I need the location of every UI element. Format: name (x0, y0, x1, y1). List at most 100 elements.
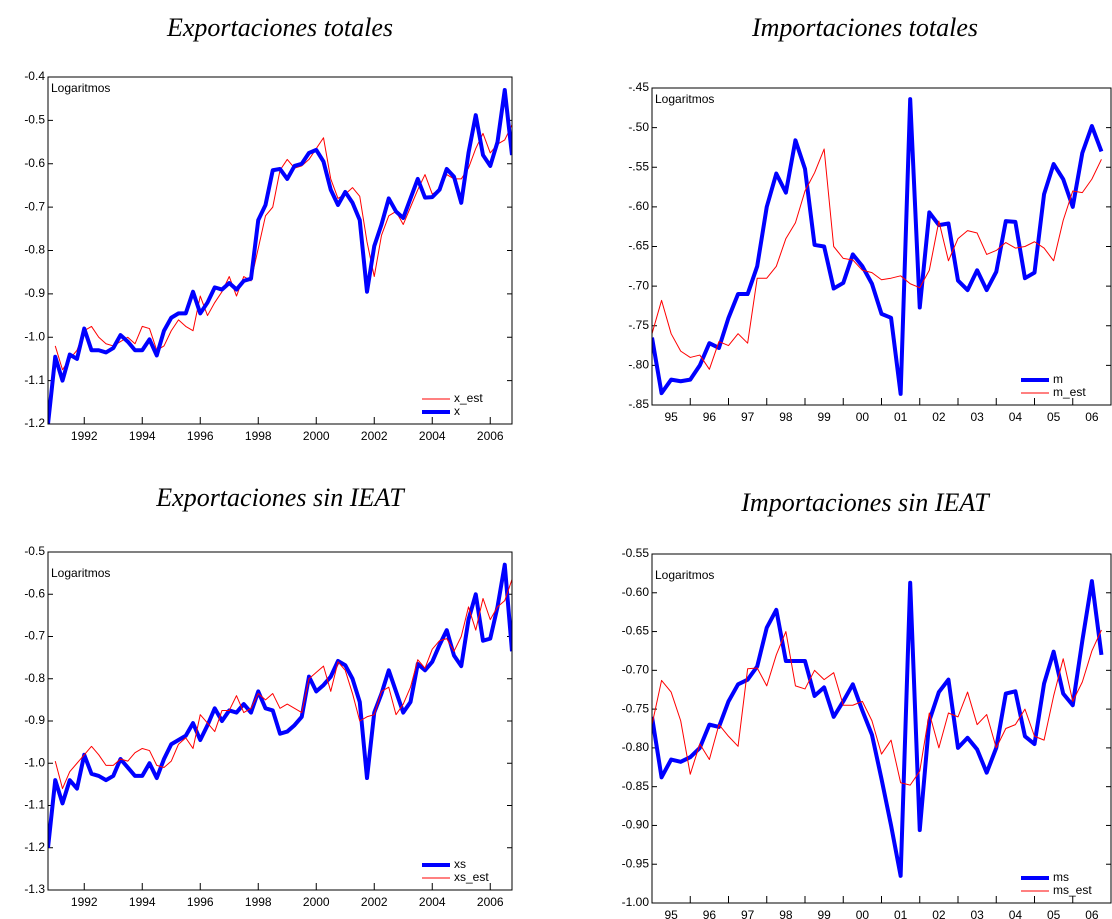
x-tick-label: 95 (664, 410, 678, 424)
y-tick-label: -0.75 (622, 701, 650, 715)
x-tick-label: 01 (894, 908, 908, 919)
x-tick-label: 05 (1047, 908, 1061, 919)
y-tick-label: -0.4 (24, 69, 45, 83)
x-tick-label: 04 (1009, 410, 1023, 424)
x-tick-label: 1992 (71, 895, 98, 909)
y-tick-label: -.65 (628, 239, 649, 253)
plot-lines (652, 579, 1104, 878)
x-tick-label: 1992 (71, 429, 98, 443)
x-tick-label: 02 (932, 908, 946, 919)
x-tick-label: 99 (817, 908, 831, 919)
y-tick-label: -1.0 (24, 755, 45, 769)
x-tick-label: 03 (970, 908, 984, 919)
x-tick-label: 2006 (477, 429, 504, 443)
plot-frame (47, 551, 513, 891)
y-tick-label: -.55 (628, 159, 649, 173)
plot-lines (652, 97, 1104, 396)
panel: Importaciones totales -.85 -.80 -.75 -.70 -.6… (628, 13, 1112, 424)
x-tick-label: 1996 (187, 429, 214, 443)
annotation: Logaritmos (51, 81, 110, 95)
y-tick-label: -.85 (628, 397, 649, 411)
x-tick-label: 2006 (477, 895, 504, 909)
series-line (652, 148, 1102, 370)
y-tick-label: -0.9 (24, 286, 45, 300)
x-tick-label: 00 (856, 410, 870, 424)
x-tick-label: 2000 (303, 895, 330, 909)
series-line (54, 124, 512, 371)
x-tick-label: 1994 (129, 429, 156, 443)
x-tick-label: 06 (1085, 410, 1099, 424)
y-tick-label: -1.1 (24, 373, 45, 387)
series-line (48, 88, 512, 424)
chart-title: Exportaciones totales (166, 13, 393, 42)
legend-label: m (1053, 372, 1063, 386)
x-tick-label: 97 (741, 908, 755, 919)
legend-label: xs_est (454, 870, 489, 884)
y-tick-label: -.50 (628, 120, 649, 134)
y-tick-label: -.45 (628, 80, 649, 94)
x-tick-label: 99 (817, 410, 831, 424)
x-tick-label: 05 (1047, 410, 1061, 424)
x-tick-label: 2004 (419, 429, 446, 443)
annotation: Logaritmos (655, 92, 714, 106)
y-tick-label: -0.95 (622, 856, 650, 870)
y-tick-label: -.75 (628, 318, 649, 332)
series-line (54, 579, 512, 790)
annotation: Logaritmos (51, 566, 110, 580)
x-tick-label: 1994 (129, 895, 156, 909)
legend-label: x (454, 404, 460, 418)
y-tick-label: -.70 (628, 278, 649, 292)
annotation: Logaritmos (655, 568, 714, 582)
panel: Exportaciones totales -1.2 -1.1 -1.0 -0.9 -0.… (24, 13, 513, 443)
x-tick-label: 04 (1009, 908, 1023, 919)
x-tick-label: 2002 (361, 429, 388, 443)
x-tick-label: 98 (779, 410, 793, 424)
x-tick-label: 01 (894, 410, 908, 424)
y-tick-label: -0.70 (622, 663, 650, 677)
legend-label: ms_est (1053, 883, 1092, 897)
y-tick-label: -1.2 (24, 416, 45, 430)
x-tick-label: 03 (970, 410, 984, 424)
x-tick-label: 1996 (187, 895, 214, 909)
y-tick-label: -0.85 (622, 779, 650, 793)
legend-label: xs (454, 857, 466, 871)
series-line (652, 629, 1102, 786)
y-tick-label: -1.1 (24, 798, 45, 812)
plot-frame (47, 76, 513, 425)
series-line (652, 97, 1104, 396)
series-line (48, 562, 512, 848)
x-tick-label: 97 (741, 410, 755, 424)
x-tick-label: 1998 (245, 429, 272, 443)
y-tick-label: -0.60 (622, 585, 650, 599)
x-tick-label: 02 (932, 410, 946, 424)
y-tick-label: -0.6 (24, 586, 45, 600)
panel: Exportaciones sin IEAT -1.3 -1.2 -1.1 -1.0 -0… (24, 483, 513, 909)
legend-label: ms (1053, 870, 1069, 884)
x-tick-label: 96 (703, 908, 717, 919)
y-tick-label: -0.9 (24, 713, 45, 727)
y-tick-label: -0.8 (24, 243, 45, 257)
chart-title: Importaciones totales (751, 13, 978, 42)
x-tick-label: 95 (664, 908, 678, 919)
panel: Importaciones sin IEAT -1.00 -0.95 -0.90 -0.… (622, 488, 1112, 919)
y-tick-label: -0.8 (24, 671, 45, 685)
x-tick-label: 98 (779, 908, 793, 919)
y-tick-label: -0.90 (622, 818, 650, 832)
y-tick-label: -1.00 (622, 895, 650, 909)
plot-lines (48, 88, 512, 424)
legend-label: m_est (1053, 385, 1086, 399)
x-tick-label: 2000 (303, 429, 330, 443)
chart-title: Importaciones sin IEAT (740, 488, 990, 517)
x-tick-label: 96 (703, 410, 717, 424)
x-tick-label: 2002 (361, 895, 388, 909)
y-tick-label: -1.3 (24, 882, 45, 896)
x-tick-label: 00 (856, 908, 870, 919)
y-tick-label: -0.65 (622, 624, 650, 638)
legend-label: x_est (454, 391, 483, 405)
y-tick-label: -0.6 (24, 156, 45, 170)
x-tick-label: 06 (1085, 908, 1099, 919)
y-tick-label: -1.0 (24, 329, 45, 343)
chart-title: Exportaciones sin IEAT (155, 483, 405, 512)
x-tick-label: 2004 (419, 895, 446, 909)
